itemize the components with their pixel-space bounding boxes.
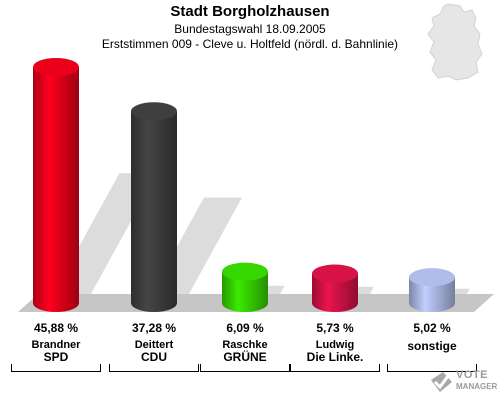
- chart-subtitle: Bundestagswahl 18.09.2005: [174, 22, 326, 36]
- germany-map-icon: [427, 3, 483, 81]
- value-label: 37,28 %: [131, 321, 177, 335]
- party-label: sonstige: [407, 339, 457, 353]
- party-label: Die Linke.: [306, 350, 364, 364]
- bar-spd: [33, 58, 79, 312]
- party-label: SPD: [43, 350, 69, 364]
- value-label: 6,09 %: [226, 321, 264, 335]
- vote-manager-logo: VOTE MANAGER: [428, 367, 500, 399]
- chart-title: Stadt Borgholzhausen: [170, 3, 330, 20]
- logo-text-manager: MANAGER: [456, 382, 498, 391]
- category-bracket: [200, 364, 290, 372]
- bar-sonstige: [409, 268, 455, 312]
- category-bracket: [290, 364, 380, 372]
- category-bracket: [387, 364, 477, 372]
- value-label: 5,73 %: [316, 321, 354, 335]
- candidate-label: Ludwig: [315, 339, 355, 351]
- category-bracket: [11, 364, 101, 372]
- party-label: GRÜNE: [223, 350, 267, 364]
- candidate-label: Raschke: [222, 339, 268, 351]
- value-label: 5,02 %: [413, 321, 451, 335]
- chart-subtitle-district: Erststimmen 009 - Cleve u. Holtfeld (nör…: [101, 37, 399, 51]
- bar-die-linke-: [312, 264, 358, 312]
- bar-gr-ne: [222, 262, 268, 312]
- logo-text-vote: VOTE: [456, 369, 488, 381]
- ballot-check-icon: [431, 372, 452, 392]
- candidate-label: Brandner: [31, 339, 81, 351]
- party-label: CDU: [141, 350, 167, 364]
- category-bracket: [109, 364, 199, 372]
- bar-cdu: [131, 102, 177, 312]
- candidate-label: Deittert: [134, 339, 174, 351]
- value-label: 45,88 %: [33, 321, 79, 335]
